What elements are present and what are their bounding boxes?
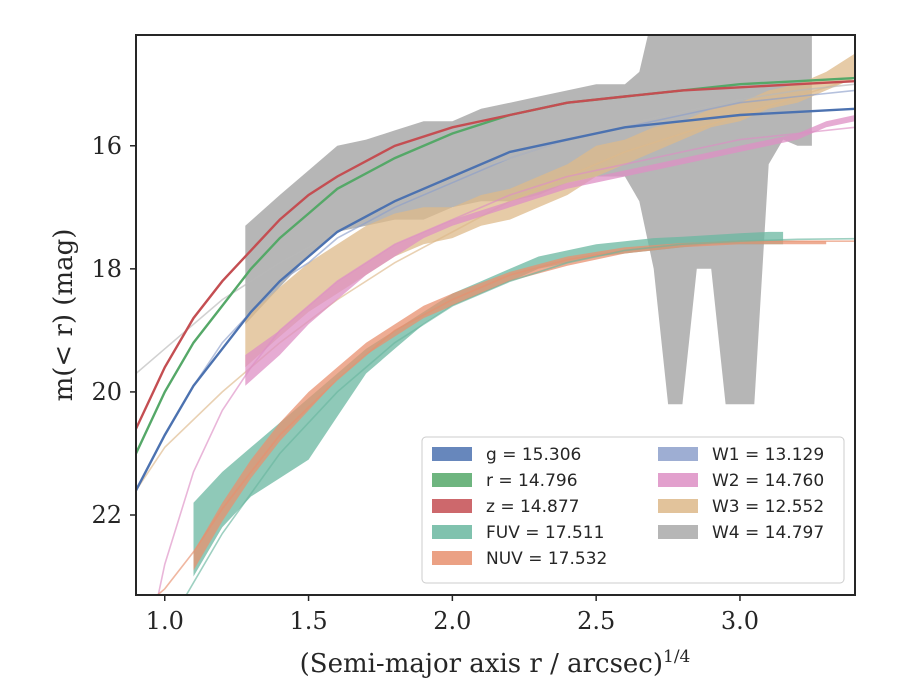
line-g <box>136 107 855 491</box>
x-axis-ticks: 1.0 1.5 2.0 2.5 3.0 <box>146 595 759 635</box>
legend-label: z = 14.877 <box>486 497 579 517</box>
y-axis-ticks: 16 18 20 22 <box>91 132 136 529</box>
legend-swatch <box>658 525 698 539</box>
y-tick-label: 22 <box>91 501 122 529</box>
plot-frame <box>135 34 856 596</box>
legend-label: W1 = 13.129 <box>712 445 824 465</box>
x-axis-label-exponent: 1/4 <box>663 647 690 667</box>
x-tick-label: 2.5 <box>577 607 615 635</box>
legend-swatch <box>658 447 698 461</box>
legend-label: NUV = 17.532 <box>486 549 607 569</box>
legend-label: W4 = 14.797 <box>712 523 824 543</box>
legend-label: W3 = 12.552 <box>712 497 824 517</box>
x-tick-label: 2.0 <box>433 607 471 635</box>
legend-label: g = 15.306 <box>486 445 581 465</box>
legend-box <box>421 436 845 584</box>
y-tick-label: 18 <box>91 255 122 283</box>
series-layer <box>136 35 855 595</box>
line-w2 <box>157 126 855 595</box>
line-w1 <box>136 89 855 491</box>
x-tick-label: 1.5 <box>289 607 327 635</box>
line-fuv-line <box>185 237 855 595</box>
legend-label: FUV = 17.511 <box>486 523 604 543</box>
y-tick-label: 16 <box>91 132 122 160</box>
legend-swatch <box>432 525 472 539</box>
x-axis-label-text: (Semi-major axis r / arcsec) <box>300 649 663 679</box>
legend-swatch <box>658 473 698 487</box>
legend-swatch <box>432 499 472 513</box>
x-tick-label: 1.0 <box>146 607 184 635</box>
line-z <box>136 80 855 430</box>
legend-swatch <box>432 473 472 487</box>
y-axis-label: m(< r) (mag) <box>49 229 79 402</box>
x-axis-label: (Semi-major axis r / arcsec)1/4 <box>300 647 691 679</box>
legend-label: W2 = 14.760 <box>712 471 824 491</box>
x-tick-label: 3.0 <box>721 607 759 635</box>
legend-label: r = 14.796 <box>486 471 578 491</box>
y-tick-label: 20 <box>91 378 122 406</box>
legend-swatch <box>658 499 698 513</box>
legend-swatch <box>432 447 472 461</box>
legend-swatch <box>432 551 472 565</box>
legend: g = 15.306 r = 14.796 z = 14.877 FUV = 17.5… <box>421 436 845 584</box>
